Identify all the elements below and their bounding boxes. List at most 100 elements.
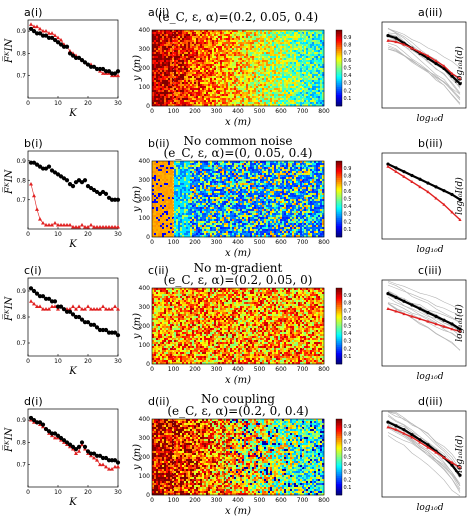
y-tick-label: 300 <box>139 177 151 184</box>
black-point <box>79 180 85 185</box>
colorbar-step <box>336 288 342 291</box>
x-tick-label: 0 <box>26 358 30 365</box>
red-point <box>86 224 90 229</box>
colorbar-step <box>336 362 342 365</box>
black-point <box>426 181 430 185</box>
red-point <box>450 327 454 331</box>
black-point <box>52 299 58 304</box>
black-point <box>458 82 462 86</box>
red-point <box>450 210 454 214</box>
black-point <box>40 33 46 38</box>
colorbar-step <box>336 432 342 435</box>
heatmap-cells <box>152 30 325 107</box>
red-curve <box>387 308 461 333</box>
colorbar-step <box>336 43 342 46</box>
gray-curve <box>387 291 461 323</box>
red-point <box>458 329 462 333</box>
x-tick-label: 20 <box>84 358 92 365</box>
black-point <box>58 42 64 47</box>
colorbar-step <box>336 221 342 224</box>
colorbar-tick: 0.7 <box>344 439 352 445</box>
black-point <box>34 31 40 36</box>
colorbar-tick: 0.5 <box>344 455 352 461</box>
red-point <box>450 460 454 464</box>
x-tick-label: 200 <box>189 366 201 373</box>
red-point <box>62 222 66 227</box>
black-point <box>410 303 414 307</box>
red-point <box>110 466 114 471</box>
red-point <box>92 307 96 311</box>
x-tick-label: 300 <box>211 108 223 115</box>
red-point <box>116 224 120 229</box>
colorbar-tick: 0.2 <box>344 346 352 352</box>
colorbar-step <box>336 223 342 226</box>
black-point <box>112 330 118 335</box>
x-tick-label: 30 <box>114 358 122 365</box>
red-point <box>80 222 84 227</box>
gray-curve <box>387 296 461 331</box>
red-point <box>101 71 105 75</box>
red-point <box>101 224 105 229</box>
x-axis-title: x (m) <box>225 117 251 128</box>
red-point <box>35 304 39 308</box>
colorbar-step <box>336 88 342 92</box>
colorbar-step <box>336 225 342 228</box>
colorbar-step <box>336 47 342 50</box>
black-point <box>394 166 398 170</box>
red-point <box>44 307 48 311</box>
colorbar-tick: 0.5 <box>344 324 352 330</box>
red-point <box>29 181 33 186</box>
black-point <box>402 299 406 303</box>
colorbar-step <box>336 458 342 462</box>
red-point <box>77 304 81 308</box>
red-point <box>83 224 87 229</box>
colorbar-tick: 0.7 <box>344 308 352 314</box>
red-point <box>418 440 422 444</box>
colorbar-step <box>336 485 342 488</box>
x-tick-label: 10 <box>54 231 62 238</box>
gray-curve <box>387 432 461 486</box>
colorbar-step <box>336 218 342 221</box>
red-point <box>47 31 51 35</box>
black-point <box>82 444 88 449</box>
black-point <box>49 168 55 173</box>
black-point <box>61 44 67 49</box>
colorbar-step <box>336 426 342 429</box>
x-tick-label: 200 <box>189 108 201 115</box>
colorbar-step <box>336 479 342 482</box>
colorbar-tick: 0.8 <box>344 301 352 307</box>
x-tick-label: 500 <box>254 239 266 246</box>
red-point <box>110 224 114 229</box>
black-point <box>82 178 88 183</box>
black-point <box>73 180 79 185</box>
black-point <box>79 58 85 63</box>
black-point <box>61 176 67 181</box>
heatmap-panel: d(ii) No coupling(e_C, ε, α)=(0.2, 0, 0.4… <box>132 392 351 517</box>
gray-curve <box>387 302 461 351</box>
black-point <box>100 327 106 333</box>
colorbar-tick: 0.6 <box>344 189 352 195</box>
y-axis-title: F̅ᴷIN <box>3 37 15 64</box>
x-tick-label: 800 <box>318 239 330 246</box>
black-point <box>386 162 390 166</box>
colorbar-step <box>336 447 342 450</box>
colorbar-step <box>336 354 342 357</box>
gray-curve <box>387 48 461 95</box>
colorbar-frame <box>335 160 343 238</box>
black-point <box>91 451 97 456</box>
colorbar-tick: 0.4 <box>344 204 352 210</box>
y-tick-label: 0.8 <box>16 314 26 321</box>
red-point <box>458 76 462 80</box>
black-point <box>434 185 438 189</box>
gray-curve <box>387 282 461 323</box>
y-axis-title: log₁₀I(d) <box>454 177 465 215</box>
black-point <box>106 458 112 463</box>
black-point <box>94 66 100 72</box>
red-point <box>32 24 36 29</box>
colorbar-step <box>336 41 342 44</box>
panel-title: (e_C, ε, α)=(0, 0.05, 0.4) <box>164 146 313 160</box>
black-point <box>28 286 34 291</box>
heatmap-cells <box>152 161 325 238</box>
red-point <box>101 462 105 467</box>
red-point <box>434 196 438 200</box>
